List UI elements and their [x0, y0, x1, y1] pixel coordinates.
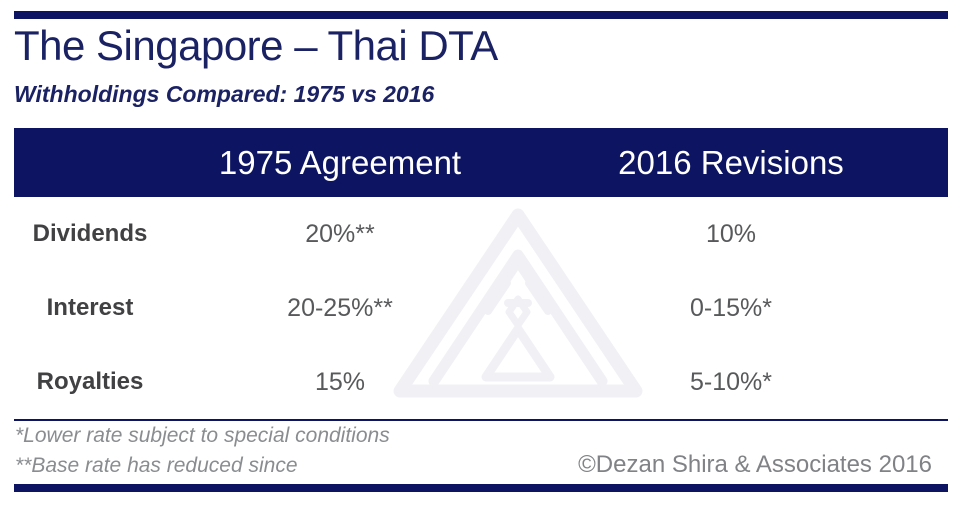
cell-value: 20%** — [305, 219, 375, 248]
top-accent-bar — [14, 11, 948, 19]
table-cell-royalties-2016: 5-10%* — [514, 345, 948, 419]
footnote-base-rate: **Base rate has reduced since — [15, 454, 298, 477]
page-title: The Singapore – Thai DTA — [14, 22, 498, 69]
table-cell-interest-2016: 0-15%* — [514, 271, 948, 345]
cell-value: 20-25%** — [287, 293, 393, 322]
cell-value: 10% — [705, 219, 757, 248]
row-label: Interest — [46, 294, 134, 321]
cell-value: 5-10%* — [690, 367, 772, 396]
dezan-shira-triangle-logo-icon — [393, 208, 643, 398]
column-header-1975-agreement: 1975 Agreement — [218, 143, 462, 181]
table-cell-dividends-2016: 10% — [514, 197, 948, 271]
table-cell-interest-1975: 20-25%** — [166, 271, 514, 345]
footnote-divider-rule — [14, 419, 948, 421]
table-row-dividends-label: Dividends — [14, 197, 166, 271]
row-label: Dividends — [32, 220, 148, 247]
page-subtitle: Withholdings Compared: 1975 vs 2016 — [14, 81, 435, 107]
table-cell-dividends-1975: 20%** — [166, 197, 514, 271]
table-row-interest-label: Interest — [14, 271, 166, 345]
table-rows: Dividends 20%** 10% Interest 20-25%** 0-… — [14, 197, 948, 419]
cell-value: 15% — [314, 367, 366, 396]
table-row-royalties-label: Royalties — [14, 345, 166, 419]
table-cell-royalties-1975: 15% — [166, 345, 514, 419]
table-header-row: 1975 Agreement 2016 Revisions — [14, 128, 948, 197]
bottom-accent-bar — [14, 484, 948, 492]
table-body: Dividends 20%** 10% Interest 20-25%** 0-… — [14, 197, 948, 419]
row-label: Royalties — [36, 368, 144, 395]
footnote-lower-rate: *Lower rate subject to special condition… — [15, 424, 390, 447]
column-header-2016-revisions: 2016 Revisions — [618, 143, 844, 181]
copyright-notice: ©Dezan Shira & Associates 2016 — [578, 451, 932, 478]
cell-value: 0-15%* — [690, 293, 772, 322]
